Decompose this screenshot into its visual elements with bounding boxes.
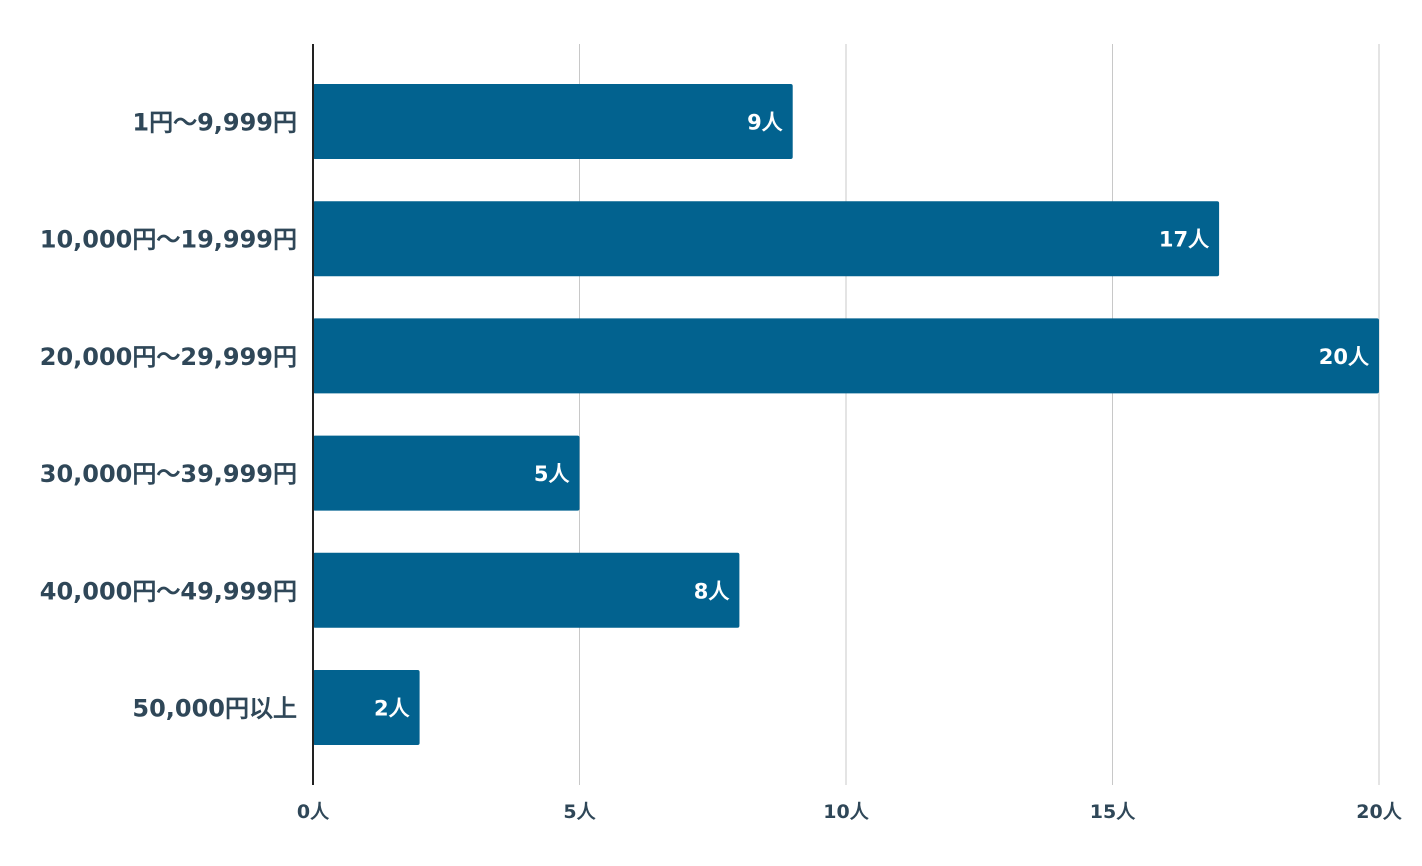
category-label: 1円〜9,999円	[132, 109, 297, 137]
category-label: 40,000円〜49,999円	[40, 577, 297, 605]
bar-value-label: 20人	[1319, 345, 1369, 369]
bar	[313, 318, 1379, 394]
bar-value-label: 9人	[747, 111, 783, 135]
bar	[313, 84, 793, 159]
x-tick-label: 10人	[823, 801, 869, 823]
bar-value-label: 2人	[374, 697, 410, 721]
category-label: 50,000円以上	[132, 695, 297, 723]
x-tick-label: 0人	[297, 801, 330, 823]
x-tick-label: 5人	[563, 801, 596, 823]
x-tick-label: 15人	[1090, 801, 1136, 823]
category-label: 20,000円〜29,999円	[40, 343, 297, 371]
bar-value-label: 8人	[694, 579, 730, 603]
category-label: 10,000円〜19,999円	[40, 226, 297, 254]
category-label: 30,000円〜39,999円	[40, 460, 297, 488]
bar-value-label: 5人	[534, 462, 570, 486]
x-tick-label: 20人	[1356, 801, 1402, 823]
bar	[313, 552, 740, 628]
x-tick-labels: 0人 5人 10人 15人 20人	[297, 801, 1403, 823]
bar	[313, 201, 1220, 277]
gridlines	[579, 44, 1380, 785]
bar	[313, 435, 580, 511]
bar-value-label: 17人	[1159, 228, 1209, 252]
bar	[313, 670, 420, 745]
bars: 9人 17人 20人 5人 8人 2人	[313, 84, 1379, 745]
category-labels: 1円〜9,999円 10,000円〜19,999円 20,000円〜29,999円 3…	[40, 109, 297, 723]
